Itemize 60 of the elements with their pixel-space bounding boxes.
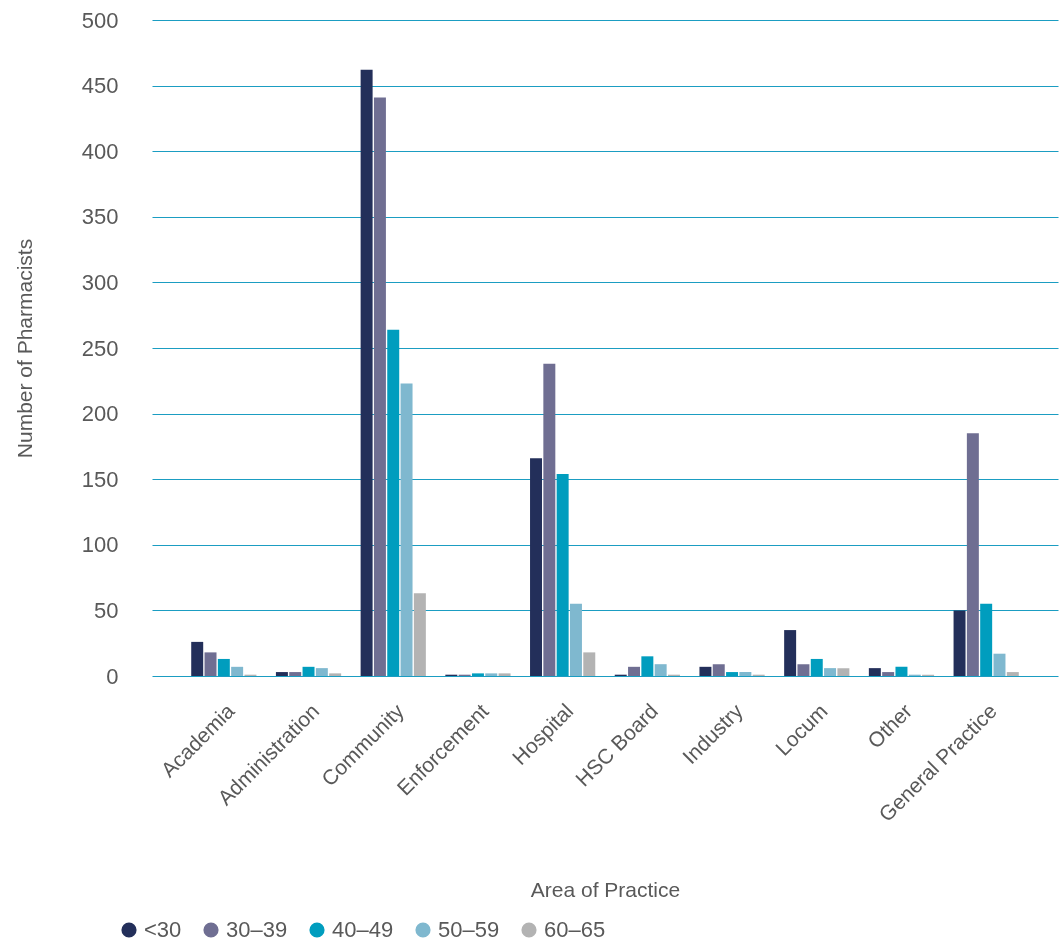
bar — [699, 666, 712, 676]
bar — [302, 666, 315, 676]
bar — [217, 658, 230, 676]
bar — [810, 658, 823, 676]
bar — [485, 673, 498, 676]
y-tick-label: 250 — [81, 335, 119, 361]
y-tick-label: 300 — [81, 269, 119, 295]
bar — [797, 664, 810, 676]
legend-label: 60–65 — [544, 917, 606, 942]
bar — [556, 473, 569, 676]
legend-label: 40–49 — [332, 917, 394, 942]
bar — [387, 329, 400, 676]
bar — [895, 666, 908, 676]
bar — [837, 668, 850, 676]
bar — [400, 383, 413, 676]
bar — [471, 673, 484, 676]
bar — [712, 664, 725, 676]
y-tick-label: 200 — [81, 401, 119, 427]
bar — [543, 363, 556, 676]
bar — [641, 656, 654, 676]
x-axis-title: Area of Practice — [530, 877, 681, 901]
y-tick-label: 150 — [81, 466, 119, 492]
bar — [231, 666, 244, 676]
y-axis-title: Number of Pharmacists — [12, 238, 36, 459]
bar — [654, 664, 667, 676]
bar — [868, 668, 881, 676]
bar — [569, 603, 582, 676]
bar — [882, 672, 895, 676]
bar — [275, 672, 288, 676]
y-tick-label: 450 — [81, 73, 119, 99]
legend-label: <30 — [144, 917, 182, 942]
bar — [289, 672, 302, 676]
bar — [1006, 672, 1019, 676]
bar — [498, 673, 511, 676]
bar — [980, 603, 993, 676]
bar — [204, 652, 217, 676]
bar — [784, 630, 797, 676]
bar — [373, 97, 386, 676]
bar — [726, 672, 739, 676]
bar — [191, 641, 204, 676]
bar — [824, 668, 837, 676]
y-tick-label: 0 — [106, 663, 119, 689]
bar — [360, 69, 373, 676]
bar — [413, 593, 426, 676]
y-tick-label: 350 — [81, 204, 119, 230]
bar — [739, 672, 752, 676]
bar — [315, 668, 328, 676]
bar — [628, 666, 641, 676]
legend-label: 30–39 — [226, 917, 288, 942]
legend-label: 50–59 — [438, 917, 500, 942]
y-tick-label: 500 — [81, 7, 119, 33]
bar — [329, 673, 342, 676]
bar — [530, 458, 543, 676]
y-tick-label: 100 — [81, 532, 119, 558]
bar — [953, 610, 966, 676]
bar — [583, 652, 596, 676]
y-tick-label: 50 — [94, 597, 119, 623]
bar — [966, 433, 979, 676]
bar — [993, 653, 1006, 676]
y-tick-label: 400 — [81, 138, 119, 164]
